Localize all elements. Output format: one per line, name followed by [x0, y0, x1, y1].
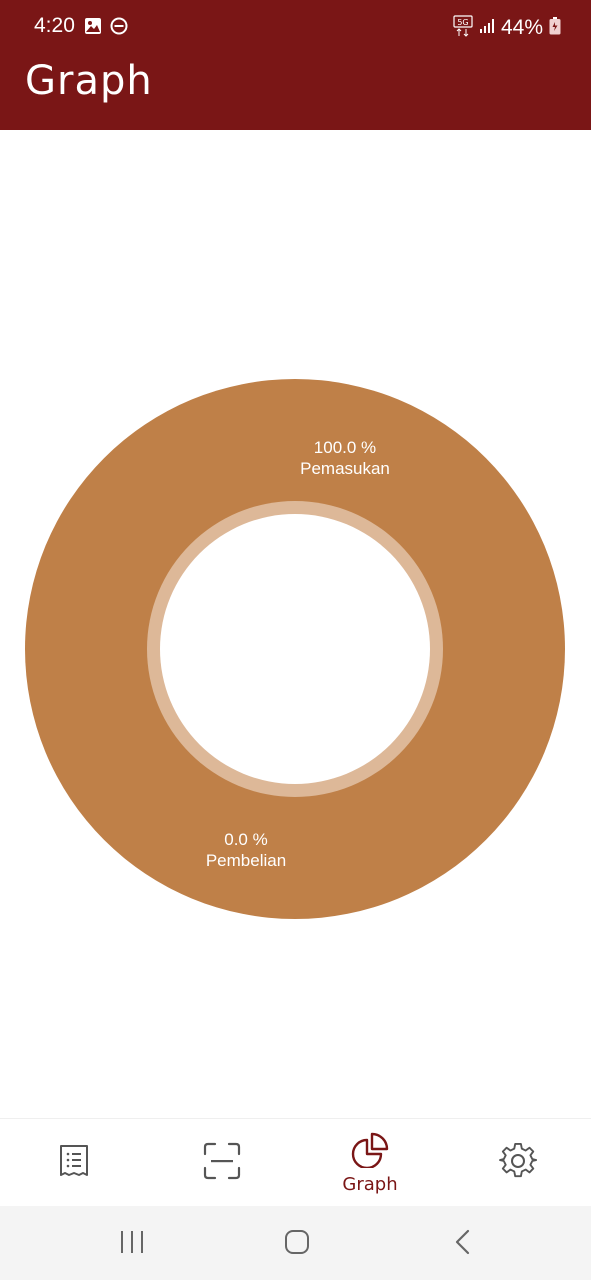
app-bar: 4:20 5G [0, 0, 591, 130]
donut-chart-svg: 100.0 % Pemasukan 0.0 % Pembelian [25, 379, 565, 919]
scan-icon [203, 1142, 241, 1184]
battery-percent: 44% [500, 16, 543, 39]
donut-chart: 100.0 % Pemasukan 0.0 % Pembelian [0, 130, 591, 1118]
battery-icon [549, 17, 561, 39]
receipt-list-icon [58, 1144, 90, 1182]
slice-label-pemasukan-percent: 100.0 % [314, 438, 376, 457]
network-label: 5G [457, 18, 468, 27]
bottom-navigation: Graph [0, 1118, 591, 1207]
back-button[interactable] [450, 1228, 478, 1260]
image-notification-icon [84, 17, 102, 39]
page-title: Graph [25, 58, 153, 104]
signal-icon [479, 18, 495, 38]
network-5g-icon: 5G [453, 15, 473, 41]
nav-item-graph[interactable]: Graph [296, 1119, 444, 1207]
do-not-disturb-icon [110, 17, 128, 39]
slice-label-pembelian-name: Pembelian [206, 851, 286, 870]
status-time: 4:20 [34, 14, 75, 37]
nav-item-scan[interactable] [148, 1119, 296, 1207]
status-right: 5G 44% [453, 14, 561, 42]
nav-label-graph: Graph [342, 1173, 398, 1195]
nav-item-settings[interactable] [444, 1119, 591, 1207]
system-navigation-bar [0, 1206, 591, 1280]
donut-hole [160, 514, 430, 784]
recent-apps-button[interactable] [118, 1228, 146, 1260]
slice-label-pemasukan-name: Pemasukan [300, 459, 390, 478]
status-bar: 4:20 5G [0, 0, 591, 56]
home-button[interactable] [283, 1228, 311, 1260]
slice-label-pembelian-percent: 0.0 % [224, 830, 267, 849]
pie-chart-icon [351, 1132, 389, 1172]
nav-item-transactions[interactable] [0, 1119, 148, 1207]
gear-icon [499, 1142, 538, 1184]
